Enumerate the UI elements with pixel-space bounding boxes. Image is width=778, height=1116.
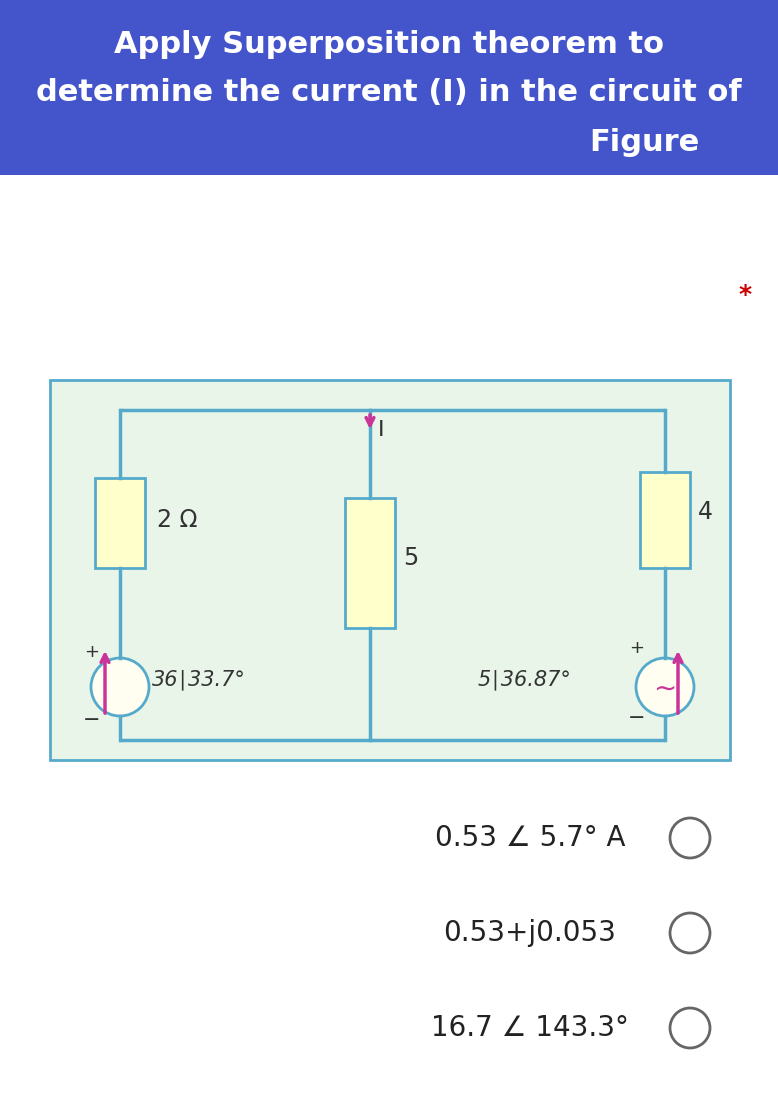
Text: I: I bbox=[378, 420, 384, 440]
Text: Figure: Figure bbox=[590, 128, 700, 157]
Bar bbox=[640, 472, 690, 568]
Circle shape bbox=[91, 658, 149, 716]
Text: 36∣33.7°: 36∣33.7° bbox=[152, 670, 246, 691]
Text: 2 Ω: 2 Ω bbox=[157, 508, 198, 532]
Text: 16.7 ∠ 143.3°: 16.7 ∠ 143.3° bbox=[431, 1014, 629, 1042]
Text: −: − bbox=[629, 708, 646, 728]
Bar bbox=[95, 478, 145, 568]
Text: determine the current (I) in the circuit of: determine the current (I) in the circuit… bbox=[37, 78, 741, 107]
Text: −: − bbox=[83, 710, 100, 730]
Bar bbox=[345, 498, 395, 628]
Text: 0.53 ∠ 5.7° A: 0.53 ∠ 5.7° A bbox=[435, 824, 626, 852]
Bar bbox=[0, 0, 778, 175]
Text: Apply Superposition theorem to: Apply Superposition theorem to bbox=[114, 30, 664, 59]
Circle shape bbox=[636, 658, 694, 716]
Text: +: + bbox=[85, 643, 100, 661]
Text: +: + bbox=[629, 639, 644, 657]
Bar bbox=[50, 381, 730, 760]
Text: 5∣36.87°: 5∣36.87° bbox=[478, 670, 572, 691]
Text: *: * bbox=[738, 283, 752, 307]
Text: ∼: ∼ bbox=[654, 675, 677, 703]
Text: 0.53+j0.053: 0.53+j0.053 bbox=[443, 918, 616, 947]
Text: 5: 5 bbox=[403, 546, 419, 570]
Text: 4: 4 bbox=[698, 500, 713, 525]
